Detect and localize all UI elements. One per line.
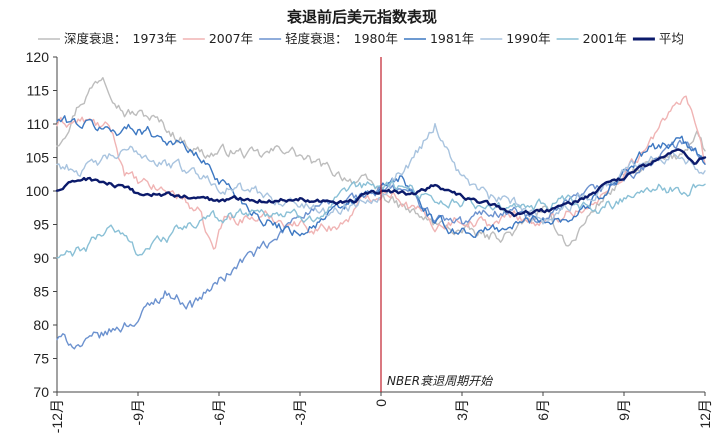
y-tick-label: 105 <box>26 150 50 166</box>
x-tick-label: 6月 <box>535 399 551 421</box>
y-tick-label: 90 <box>33 250 49 266</box>
legend: 深度衰退： 1973年 2007年 轻度衰退： 1980年 1981年 1990年 2001年… <box>38 31 684 46</box>
y-tick-label: 100 <box>26 183 50 199</box>
axes: 70 75 80 85 90 95 100 105 110 115 120 -12月 -9月 -6月 -3月… <box>26 49 713 433</box>
x-tick-label: 3月 <box>454 399 470 421</box>
legend-item-1980: 1980年 <box>354 31 398 46</box>
legend-group-label-mild: 轻度衰退： <box>285 31 348 46</box>
x-tick-label: 12月 <box>697 399 713 429</box>
y-tick-label: 110 <box>27 116 50 132</box>
y-tick-label: 70 <box>33 384 49 400</box>
legend-group-label-deep: 深度衰退： <box>64 31 127 46</box>
legend-item-1973: 1973年 <box>133 31 177 46</box>
x-tick-label: -3月 <box>292 399 308 425</box>
vline-layer: NBER衰退周期开始 <box>380 57 493 392</box>
chart-title: 衰退前后美元指数表现 <box>286 8 437 26</box>
y-tick-label: 115 <box>27 83 50 99</box>
x-tick-label: 9月 <box>616 399 632 421</box>
y-tick-label: 75 <box>33 351 49 367</box>
legend-item-1981: 1981年 <box>430 31 474 46</box>
y-tick-label: 120 <box>26 49 50 65</box>
x-tick-label: -9月 <box>130 399 146 425</box>
nber-annotation: NBER衰退周期开始 <box>387 374 493 388</box>
y-tick-label: 80 <box>33 317 49 333</box>
y-tick-label: 95 <box>33 217 49 233</box>
y-tick-label: 85 <box>33 284 49 300</box>
legend-item-2001: 2001年 <box>583 31 627 46</box>
legend-item-average: 平均 <box>659 31 684 46</box>
x-tick-label: 0 <box>373 399 389 407</box>
legend-item-1990: 1990年 <box>506 31 550 46</box>
x-tick-label: -12月 <box>49 399 65 433</box>
x-tick-label: -6月 <box>211 399 227 425</box>
legend-item-2007: 2007年 <box>209 31 253 46</box>
